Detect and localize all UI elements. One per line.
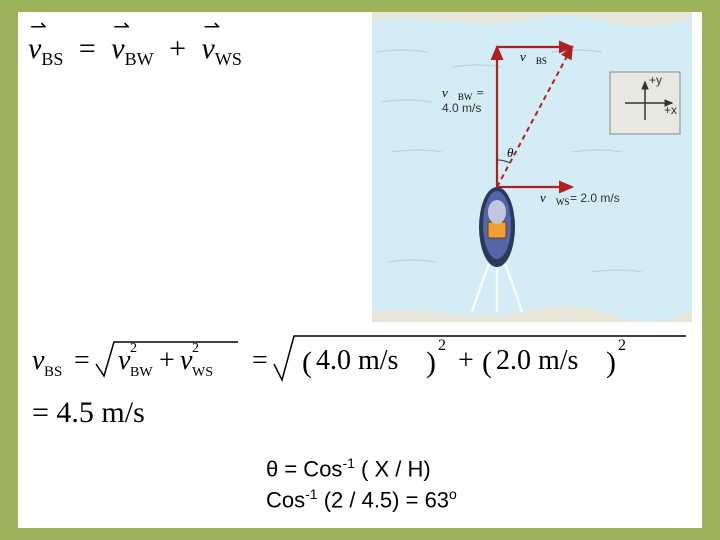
angle-line-1: θ = Cos-1 ( X / H) [266, 454, 457, 485]
svg-text:=: = [252, 345, 268, 376]
svg-text:2: 2 [618, 337, 626, 354]
vector-equation: vBS = vBW + vWS [28, 32, 242, 70]
angle-line-2: Cos-1 (2 / 4.5) = 63o [266, 485, 457, 516]
angle-calc: θ = Cos-1 ( X / H) Cos-1 (2 / 4.5) = 63o [266, 454, 457, 516]
coord-x-label: +x [664, 103, 677, 117]
svg-text:): ) [426, 346, 436, 379]
svg-text:2: 2 [130, 341, 137, 356]
vws-sub: WS [215, 49, 242, 69]
svg-text:2: 2 [192, 341, 199, 356]
svg-text:2.0 m/s: 2.0 m/s [496, 345, 578, 376]
vbw-symbol: v [111, 32, 124, 66]
slide-body: vBS = vBW + vWS [18, 12, 702, 528]
vbw-sub: BW [125, 49, 154, 69]
svg-text:4.0 m/s: 4.0 m/s [316, 345, 398, 376]
svg-text:BW: BW [130, 365, 153, 380]
svg-text:+: + [458, 345, 474, 376]
coord-y-label: +y [649, 73, 662, 87]
vws-value: = 2.0 m/s [570, 191, 620, 205]
river-diagram: +y +x θ v⃗BW = 4.0 m/s v⃗BS v⃗WS [372, 12, 692, 322]
svg-text:2: 2 [438, 337, 446, 354]
vbs-symbol: v [28, 32, 41, 66]
magnitude-equation: v BS = v 2 BW + v 2 WS = ( 4.0 m/s ) [26, 334, 694, 449]
svg-text:= 4.5 m/s: = 4.5 m/s [32, 396, 145, 429]
vws-symbol: v [202, 32, 215, 66]
svg-text:(: ( [302, 346, 312, 379]
vbs-sub: BS [41, 49, 63, 69]
plus-op: + [161, 32, 194, 65]
svg-text:=: = [74, 345, 90, 376]
svg-text:+: + [159, 345, 175, 376]
svg-text:(: ( [482, 346, 492, 379]
theta-label: θ [507, 145, 514, 160]
svg-text:BS: BS [44, 364, 62, 380]
equals-1: = [71, 32, 104, 65]
vbw-value: 4.0 m/s [442, 101, 481, 115]
svg-text:): ) [606, 346, 616, 379]
svg-text:WS: WS [192, 365, 213, 380]
